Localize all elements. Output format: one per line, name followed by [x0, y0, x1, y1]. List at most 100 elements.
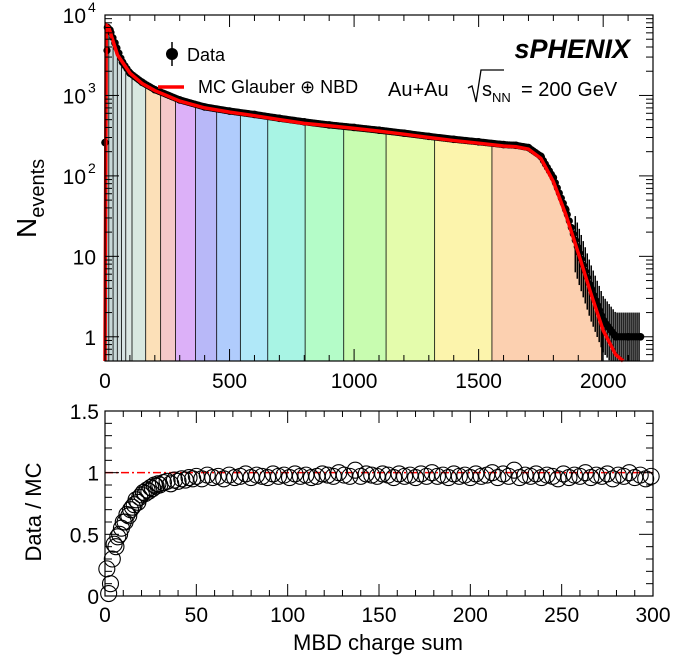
ratio-point	[169, 472, 187, 490]
ratio-point	[428, 467, 447, 485]
centrality-bin	[109, 29, 114, 362]
ratio-point	[319, 466, 337, 484]
ratio-point	[615, 467, 633, 485]
ratio-point	[120, 507, 138, 525]
centrality-bin	[161, 93, 176, 361]
centrality-bin	[175, 99, 196, 361]
bottom-y-ticks: 0 0.5 1 1.5	[70, 401, 653, 609]
ratio-point	[587, 466, 605, 484]
ratio-point	[103, 550, 121, 568]
x-tick-label: 1500	[455, 370, 502, 393]
y-tick-label: 1.5	[70, 401, 99, 424]
ratio-point	[101, 575, 120, 593]
x-tick-label: 150	[361, 604, 396, 627]
y-tick-label: 0.5	[70, 524, 99, 547]
ratio-point	[341, 467, 359, 485]
experiment-label: sPHENIX	[514, 34, 632, 64]
ratio-point	[516, 466, 534, 484]
ratio-point	[215, 470, 233, 488]
ratio-point	[259, 469, 277, 487]
ratio-point	[335, 466, 353, 484]
ratio-point	[158, 472, 176, 490]
ratio-point	[538, 466, 556, 484]
x-tick-label: 300	[635, 604, 670, 627]
ratio-point	[609, 466, 627, 484]
ratio-point	[363, 466, 381, 484]
ratio-point	[291, 467, 310, 485]
y-tick-label: 10	[73, 246, 96, 269]
legend-entry-data: Data	[166, 42, 226, 66]
centrality-bin	[386, 132, 436, 361]
ratio-point	[269, 467, 288, 485]
ratio-point	[149, 475, 167, 493]
ratio-point	[604, 470, 622, 488]
ratio-point	[204, 469, 222, 487]
y-tick-label: 1	[87, 463, 99, 486]
ratio-point	[554, 465, 573, 483]
x-tick-label: 100	[270, 604, 305, 627]
ratio-point	[98, 560, 116, 578]
ratio-point	[439, 469, 457, 487]
centrality-bin	[344, 127, 387, 361]
centrality-bins	[105, 25, 603, 362]
centrality-bin	[146, 85, 162, 361]
y-tick-label: 0	[87, 586, 99, 609]
centrality-bin	[113, 42, 118, 362]
centrality-bin	[268, 117, 306, 361]
centrality-bin	[121, 61, 127, 362]
ratio-point	[527, 465, 545, 483]
centrality-bin	[117, 55, 122, 362]
ratio-point	[385, 469, 403, 487]
ratio-point	[549, 470, 567, 488]
sqrt-symbol	[467, 69, 504, 103]
ratio-point	[374, 465, 392, 483]
energy-symbol: sNN	[482, 79, 511, 105]
x-tick-label: 1000	[331, 370, 378, 393]
y-tick-exponent: 4	[88, 0, 96, 15]
legend: Data MC Glauber ⊕ NBD	[158, 42, 358, 97]
y-tick-exponent: 3	[88, 79, 96, 95]
bottom-x-ticks: 0 50 100 150 200 250 300	[99, 411, 671, 627]
ratio-point	[489, 469, 507, 487]
data-point	[611, 332, 620, 341]
ratio-point	[396, 467, 414, 485]
x-tick-label: 200	[453, 604, 488, 627]
centrality-bin	[132, 75, 147, 361]
ratio-point	[461, 469, 479, 487]
centrality-bin	[492, 144, 602, 361]
ratio-point	[127, 491, 145, 509]
legend-data-label: Data	[187, 45, 226, 65]
legend-entry-mc: MC Glauber ⊕ NBD	[158, 77, 358, 97]
centrality-bin	[435, 138, 493, 361]
y-tick-label: 10	[63, 85, 86, 108]
energy-label: = 200 GeV	[521, 79, 618, 101]
ratio-point	[248, 466, 266, 484]
x-tick-label: 500	[212, 370, 247, 393]
ratio-point	[109, 528, 127, 546]
ratio-point	[631, 466, 649, 484]
ratio-point	[100, 584, 118, 603]
ratio-point	[450, 467, 468, 485]
y-tick-label: 1	[84, 327, 96, 350]
system-label: Au+Au	[388, 79, 449, 101]
bottom-y-axis-title: Data / MC	[21, 462, 46, 561]
ratio-point	[406, 469, 425, 487]
ratio-point	[302, 469, 320, 487]
ratio-point	[324, 467, 342, 485]
ratio-point	[472, 467, 490, 485]
ratio-point	[423, 464, 441, 482]
ratio-point	[346, 461, 364, 479]
y-tick-label: 10	[63, 166, 86, 189]
y-tick-exponent: 2	[88, 160, 96, 176]
centrality-bin	[126, 67, 133, 361]
ratio-point	[105, 535, 123, 553]
mc-glauber-nbd-curve	[103, 20, 625, 363]
ratio-point	[313, 465, 331, 483]
centrality-bin	[240, 113, 269, 361]
x-tick-label: 2000	[580, 370, 627, 393]
x-tick-label: 0	[99, 604, 111, 627]
collision-label: Au+Au sNN = 200 GeV	[388, 69, 618, 105]
